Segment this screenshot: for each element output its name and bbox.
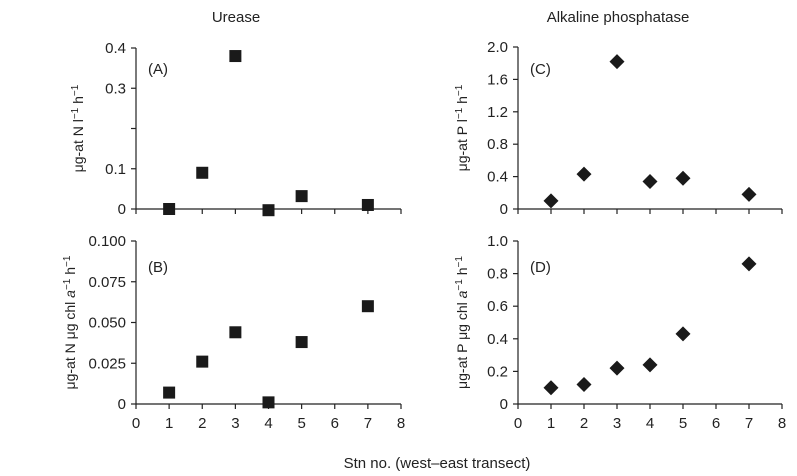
x-tick-label: 4 xyxy=(264,415,272,432)
data-point-square xyxy=(262,396,275,409)
data-point-diamond xyxy=(741,256,757,272)
y-tick-label: 1.2 xyxy=(487,104,508,121)
data-point-square xyxy=(295,336,308,349)
y-tick-label: 0.100 xyxy=(88,233,126,250)
y-axis-label: μg-at N μg chl a−1 h−1 xyxy=(62,255,79,389)
x-tick-label: 0 xyxy=(514,415,522,432)
y-axis-label: μg-at N l−1 h−1 xyxy=(70,84,87,172)
x-tick-label: 6 xyxy=(331,415,339,432)
data-point-square xyxy=(361,198,374,211)
y-tick-label: 0.025 xyxy=(88,355,126,372)
y-tick-label: 0 xyxy=(118,396,126,413)
panels: 00.10.30.4(A)μg-at N l−1 h−100.0250.0500… xyxy=(62,39,787,432)
x-tick-label: 2 xyxy=(580,415,588,432)
x-tick-label: 5 xyxy=(679,415,687,432)
y-tick-label: 0.4 xyxy=(105,40,126,57)
y-tick-label: 0.4 xyxy=(487,169,508,186)
x-tick-label: 2 xyxy=(198,415,206,432)
x-tick-label: 1 xyxy=(165,415,173,432)
data-point-square xyxy=(163,203,176,215)
data-point-diamond xyxy=(543,193,559,209)
panel-label: (D) xyxy=(530,259,551,276)
panel-label: (B) xyxy=(148,259,168,276)
x-tick-label: 7 xyxy=(364,415,372,432)
y-tick-label: 0.6 xyxy=(487,298,508,315)
alkaline-phosphatase-title: Alkaline phosphatase xyxy=(547,9,690,26)
data-point-square xyxy=(229,326,242,339)
y-axis-label: μg-at P l−1 h−1 xyxy=(454,84,471,171)
panel-d: 0 0.2 0.4 0.6 0.8 1.0 0 1 2 3 4 5 6 7 8 (D) μg-at P μg c… xyxy=(454,233,787,432)
data-point-square xyxy=(295,190,308,203)
y-tick-label: 1.0 xyxy=(487,233,508,250)
data-point-square xyxy=(163,386,176,399)
y-tick-label: 0.2 xyxy=(487,363,508,380)
data-point-square xyxy=(196,166,209,179)
panel-c: 0 0.4 0.8 1.2 1.6 2.0 (C) μg-at P l−1 h−1 xyxy=(454,39,783,218)
x-tick-label: 8 xyxy=(397,415,405,432)
y-tick-label: 0.050 xyxy=(88,315,126,332)
y-tick-label: 0.3 xyxy=(105,80,126,97)
x-tick-label: 6 xyxy=(712,415,720,432)
y-axis-label: μg-at P μg chl a−1 h−1 xyxy=(454,256,471,389)
y-tick-label: 0.4 xyxy=(487,331,508,348)
data-point-diamond xyxy=(609,360,625,376)
panel-a: 0 0.1 0.3 0.4 (A) μg-at N l−1 h−1 xyxy=(70,40,402,218)
x-tick-label: 3 xyxy=(613,415,621,432)
y-tick-label: 0 xyxy=(118,201,126,218)
y-tick-label: 1.6 xyxy=(487,71,508,88)
data-point-diamond xyxy=(609,54,625,70)
x-tick-label: 3 xyxy=(231,415,239,432)
x-tick-label: 8 xyxy=(778,415,786,432)
y-tick-label: 0.8 xyxy=(487,266,508,283)
y-tick-label: 0 xyxy=(500,201,508,218)
data-point-square xyxy=(361,300,374,313)
data-point-square xyxy=(196,355,209,368)
data-point-diamond xyxy=(576,376,592,392)
data-point-diamond xyxy=(576,166,592,182)
panel-label: (C) xyxy=(530,61,551,78)
y-tick-label: 2.0 xyxy=(487,39,508,56)
y-tick-label: 0 xyxy=(500,396,508,413)
y-tick-label: 0.075 xyxy=(88,274,126,291)
data-point-square xyxy=(229,50,242,63)
data-point-diamond xyxy=(543,380,559,396)
data-point-diamond xyxy=(642,357,658,373)
y-tick-label: 0.8 xyxy=(487,136,508,153)
y-tick-label: 0.1 xyxy=(105,161,126,178)
panel-label: (A) xyxy=(148,61,168,78)
data-point-diamond xyxy=(675,170,691,186)
x-tick-label: 5 xyxy=(297,415,305,432)
x-tick-label: 4 xyxy=(646,415,654,432)
x-tick-label: 1 xyxy=(547,415,555,432)
urease-title: Urease xyxy=(212,9,260,26)
data-point-square xyxy=(262,204,275,217)
data-point-diamond xyxy=(741,186,757,202)
x-tick-label: 0 xyxy=(132,415,140,432)
data-point-diamond xyxy=(642,173,658,189)
data-point-diamond xyxy=(675,326,691,342)
x-tick-label: 7 xyxy=(745,415,753,432)
x-axis-label: Stn no. (west–east transect) xyxy=(344,455,531,472)
panel-b: 0 0.025 0.050 0.075 0.100 0 1 2 3 4 5 6 7 8 (B) μg-at N… xyxy=(62,233,406,432)
